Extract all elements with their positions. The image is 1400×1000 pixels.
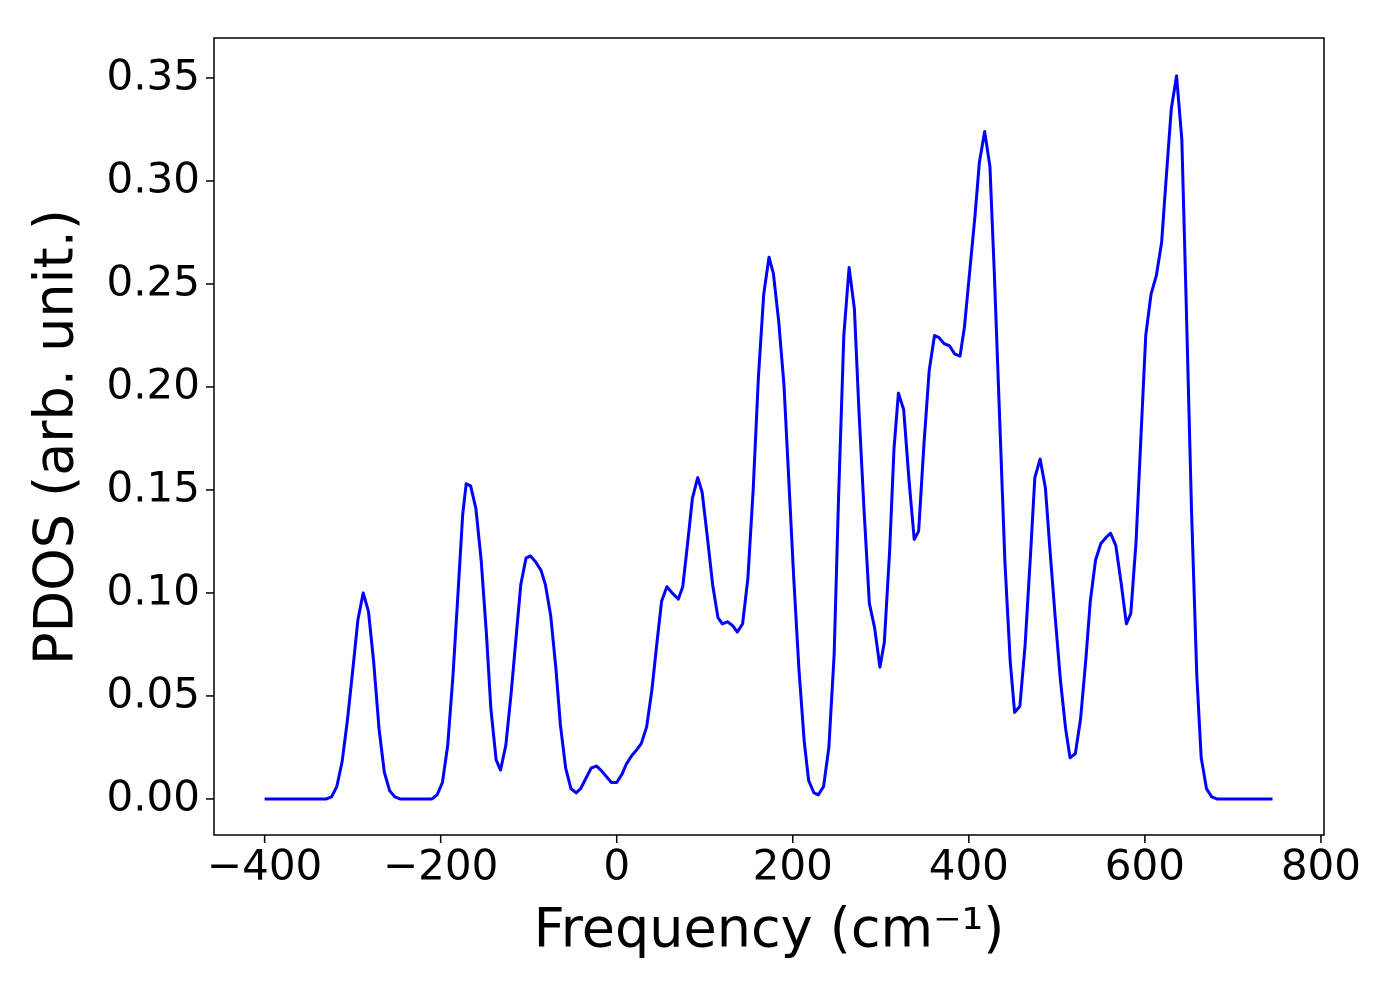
x-tick-label: −400	[207, 841, 322, 890]
y-tick-label: 0.30	[106, 153, 200, 202]
x-tick-label: 800	[1281, 841, 1361, 890]
y-tick-label: 0.35	[106, 50, 200, 99]
y-tick-label: 0.15	[106, 462, 200, 511]
x-tick-label: 600	[1105, 841, 1185, 890]
x-tick-label: 400	[929, 841, 1009, 890]
y-axis-label: PDOS (arb. unit.)	[23, 209, 86, 665]
y-tick-label: 0.20	[106, 359, 200, 408]
y-tick-label: 0.10	[106, 565, 200, 614]
data-line	[264, 74, 1273, 801]
y-tick-label: 0.25	[106, 256, 200, 305]
x-tick-label: −200	[383, 841, 498, 890]
y-tick-label: 0.05	[106, 668, 200, 717]
y-tick-label: 0.00	[106, 771, 200, 820]
plot-frame	[213, 37, 1325, 836]
x-tick-label: 0	[603, 841, 630, 890]
x-axis-label: Frequency (cm⁻¹)	[534, 897, 1005, 960]
x-tick-label: 200	[753, 841, 833, 890]
